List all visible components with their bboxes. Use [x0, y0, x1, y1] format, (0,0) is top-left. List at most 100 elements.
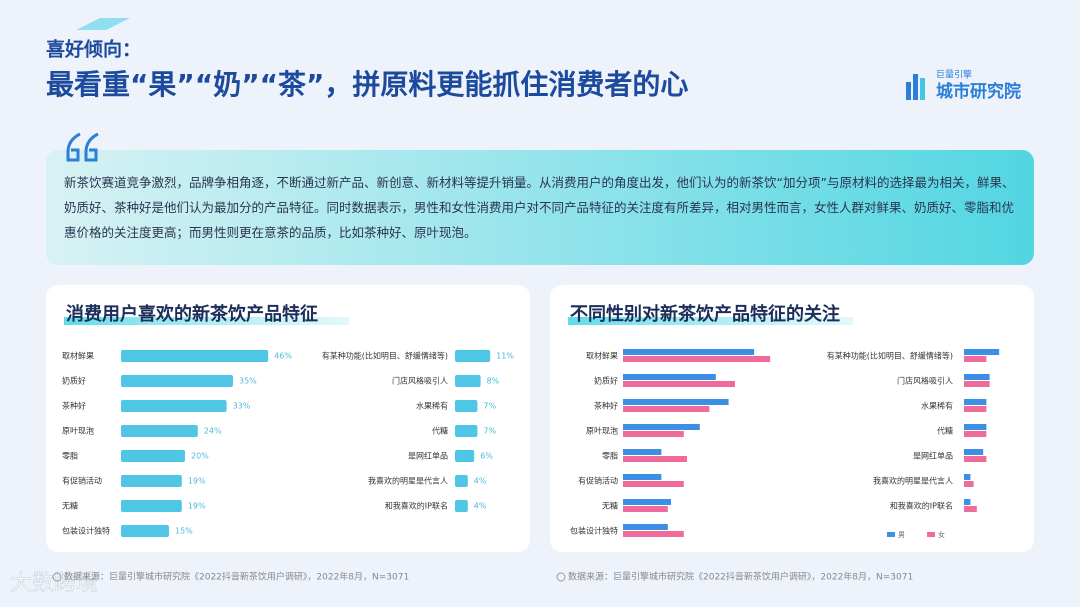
- category-label: 代糖: [432, 426, 448, 436]
- bar: [121, 525, 169, 537]
- bar: [623, 449, 662, 455]
- panel: [550, 285, 1034, 552]
- bar: [623, 431, 684, 437]
- category-label: 水果稀有: [921, 401, 953, 411]
- bar: [455, 500, 468, 512]
- bar: [121, 400, 227, 412]
- category-label: 取材鲜果: [62, 351, 94, 361]
- category-label: 有某种功能(比如明目、舒缓情绪等): [827, 351, 953, 361]
- chart-title: 消费用户喜欢的新茶饮产品特征: [66, 303, 318, 325]
- bar: [964, 424, 987, 430]
- bar: [964, 449, 984, 455]
- deco: [76, 18, 130, 30]
- bar: [121, 500, 182, 512]
- category-label: 有某种功能(比如明目、舒缓情绪等): [322, 351, 448, 361]
- category-label: 我喜欢的明星是代言人: [873, 476, 953, 486]
- bar: [964, 349, 1000, 355]
- legend-swatch: [887, 532, 895, 537]
- logo-top: 巨量引擎: [936, 69, 972, 81]
- bar: [964, 399, 987, 405]
- category-label: 零脂: [62, 451, 78, 461]
- value-label: 8%: [487, 377, 500, 386]
- bar: [455, 375, 481, 387]
- value-label: 19%: [188, 502, 206, 511]
- bar: [623, 399, 729, 405]
- bar: [964, 481, 974, 487]
- value-label: 24%: [204, 427, 222, 436]
- bar: [964, 381, 990, 387]
- chart-title: 不同性别对新茶饮产品特征的关注: [570, 303, 840, 325]
- category-label: 有促销活动: [62, 476, 102, 486]
- value-label: 35%: [239, 377, 257, 386]
- legend-swatch: [927, 532, 935, 537]
- category-label: 门店风格吸引人: [392, 376, 448, 386]
- bar: [964, 356, 987, 362]
- bar: [964, 456, 987, 462]
- bar: [455, 475, 468, 487]
- category-label: 和我喜欢的IP联名: [890, 501, 953, 511]
- category-label: 奶质好: [62, 376, 86, 386]
- title-highlight: [64, 317, 349, 325]
- quote-text: 新茶饮赛道竞争激烈，品牌争相角逐，不断通过新产品、新创意、新材料等提升销量。从消…: [64, 175, 1015, 240]
- category-label: 水果稀有: [416, 401, 448, 411]
- bar: [964, 374, 990, 380]
- legend-label: 女: [938, 530, 945, 539]
- source-icon: [52, 572, 62, 582]
- category-label: 门店风格吸引人: [897, 376, 953, 386]
- title: 最看重“果”“奶”“茶”，拼原料更能抓住消费者的心: [46, 68, 688, 101]
- kicker: 喜好倾向：: [46, 38, 141, 61]
- category-label: 零脂: [602, 451, 618, 461]
- bar: [623, 381, 735, 387]
- value-label: 11%: [496, 352, 514, 361]
- bar: [623, 424, 700, 430]
- bar: [964, 506, 977, 512]
- value-label: 46%: [274, 352, 292, 361]
- category-label: 是网红单品: [913, 451, 953, 461]
- category-label: 包装设计独特: [570, 526, 618, 536]
- bar: [964, 499, 971, 505]
- title-highlight: [568, 317, 853, 325]
- bar: [623, 506, 668, 512]
- quote-box: [46, 150, 1034, 265]
- bar: [964, 406, 987, 412]
- value-label: 20%: [191, 452, 209, 461]
- bar: [623, 481, 684, 487]
- bar: [455, 450, 475, 462]
- bar: [623, 531, 684, 537]
- bar: [121, 425, 198, 437]
- value-label: 4%: [474, 477, 487, 486]
- bar: [623, 499, 671, 505]
- value-label: 15%: [175, 527, 193, 536]
- bar: [623, 524, 668, 530]
- category-label: 有促销活动: [578, 476, 618, 486]
- bar: [121, 350, 269, 362]
- category-label: 茶种好: [62, 401, 86, 411]
- category-label: 茶种好: [594, 401, 618, 411]
- category-label: 我喜欢的明星是代言人: [368, 476, 448, 486]
- category-label: 无糖: [62, 501, 78, 511]
- source-icon: [556, 572, 566, 582]
- bar: [623, 406, 710, 412]
- category-label: 代糖: [937, 426, 953, 436]
- source: 数据来源：巨量引擎城市研究院《2022抖音新茶饮用户调研》，2022年8月，N=…: [64, 571, 409, 583]
- legend-label: 男: [898, 531, 905, 539]
- value-label: 33%: [233, 402, 251, 411]
- category-label: 包装设计独特: [62, 526, 110, 536]
- bar: [455, 400, 478, 412]
- bar: [623, 474, 662, 480]
- category-label: 和我喜欢的IP联名: [385, 501, 448, 511]
- value-label: 19%: [188, 477, 206, 486]
- watermark: 大数跨境: [10, 571, 98, 596]
- bar: [455, 425, 478, 437]
- bar: [623, 356, 771, 362]
- bar: [964, 474, 971, 480]
- value-label: 4%: [474, 502, 487, 511]
- bar: [623, 349, 755, 355]
- quote-icon: [66, 132, 99, 162]
- category-label: 取材鲜果: [586, 351, 618, 361]
- bar: [455, 350, 491, 362]
- logo-icon: [906, 74, 925, 100]
- category-label: 无糖: [602, 501, 618, 511]
